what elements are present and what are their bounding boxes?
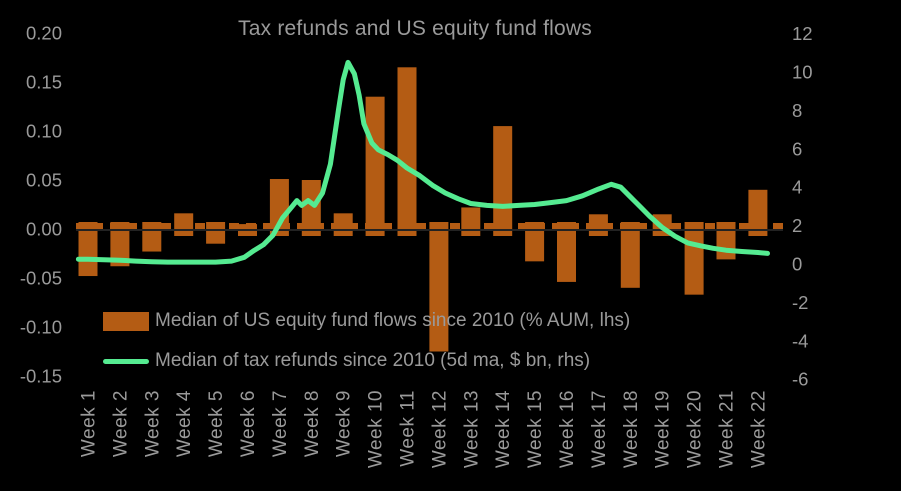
bar-week-17 xyxy=(588,214,608,236)
x-label-week-14: Week 14 xyxy=(493,390,514,468)
x-label-week-6: Week 6 xyxy=(238,390,259,457)
bar-week-18 xyxy=(620,222,640,288)
tax-refunds-line xyxy=(75,59,770,265)
right-tick--6: -6 xyxy=(792,369,808,390)
x-label-week-2: Week 2 xyxy=(110,390,131,457)
x-label-week-16: Week 16 xyxy=(557,390,578,468)
x-label-week-9: Week 9 xyxy=(334,390,355,457)
chart-title: Tax refunds and US equity fund flows xyxy=(238,17,592,40)
right-tick-6: 6 xyxy=(792,138,802,159)
fund-flows-legend-label: Median of US equity fund flows since 201… xyxy=(155,310,631,331)
x-label-week-21: Week 21 xyxy=(717,390,738,468)
legend-item-fund-flows: Median of US equity fund flows since 201… xyxy=(103,310,630,332)
left-tick-0.00: 0.00 xyxy=(26,219,62,240)
x-label-week-11: Week 11 xyxy=(398,390,419,467)
x-label-week-17: Week 17 xyxy=(589,390,610,468)
left-tick-0.05: 0.05 xyxy=(26,170,62,191)
right-tick-2: 2 xyxy=(792,215,802,236)
bar-week-10 xyxy=(365,96,385,236)
bar-week-3 xyxy=(142,222,162,252)
x-label-week-13: Week 13 xyxy=(461,390,482,468)
tax-refunds-legend-label: Median of tax refunds since 2010 (5d ma,… xyxy=(155,350,591,371)
bar-week-13 xyxy=(461,207,481,236)
bar-week-20 xyxy=(684,222,704,295)
bar-week-12 xyxy=(429,222,449,352)
bar-week-16 xyxy=(557,222,576,282)
left-tick-0.15: 0.15 xyxy=(26,72,62,93)
x-label-week-5: Week 5 xyxy=(206,390,227,457)
bar-week-14 xyxy=(493,126,513,236)
left-tick-0.10: 0.10 xyxy=(26,121,62,142)
bar-week-15 xyxy=(525,222,545,262)
right-tick-8: 8 xyxy=(792,100,802,121)
x-label-week-12: Week 12 xyxy=(429,390,450,468)
bar-week-2 xyxy=(110,222,130,267)
left-tick--0.15: -0.15 xyxy=(20,366,62,387)
bar-week-9 xyxy=(333,213,353,236)
bar-week-22 xyxy=(748,189,768,236)
x-label-week-1: Week 1 xyxy=(79,390,100,457)
x-label-week-19: Week 19 xyxy=(653,390,674,468)
bar-week-5 xyxy=(206,222,226,244)
fund-flows-swatch xyxy=(103,311,149,331)
x-label-week-3: Week 3 xyxy=(142,390,163,457)
bar-week-4 xyxy=(174,213,194,236)
left-tick--0.10: -0.10 xyxy=(20,317,62,338)
x-label-week-7: Week 7 xyxy=(270,390,291,457)
left-tick--0.05: -0.05 xyxy=(20,268,62,289)
x-label-week-8: Week 8 xyxy=(302,390,323,457)
bar-week-11 xyxy=(397,67,417,236)
bar-week-21 xyxy=(716,222,736,260)
bar-week-7 xyxy=(269,179,289,236)
tax-refunds-swatch xyxy=(103,358,149,364)
x-label-week-22: Week 22 xyxy=(748,390,769,468)
right-tick--2: -2 xyxy=(792,292,808,313)
bar-week-8 xyxy=(301,180,321,236)
x-label-week-10: Week 10 xyxy=(366,390,387,468)
right-tick-0: 0 xyxy=(792,254,802,275)
right-tick-10: 10 xyxy=(792,62,813,83)
x-label-week-15: Week 15 xyxy=(525,390,546,468)
x-label-week-20: Week 20 xyxy=(685,390,706,468)
right-tick-4: 4 xyxy=(792,177,802,198)
right-tick--4: -4 xyxy=(792,330,808,351)
legend-item-tax-refunds: Median of tax refunds since 2010 (5d ma,… xyxy=(103,350,590,372)
x-label-week-4: Week 4 xyxy=(174,390,195,457)
right-tick-12: 12 xyxy=(792,23,813,44)
bar-week-1 xyxy=(78,222,98,277)
x-label-week-18: Week 18 xyxy=(621,390,642,468)
left-tick-0.20: 0.20 xyxy=(26,23,62,44)
